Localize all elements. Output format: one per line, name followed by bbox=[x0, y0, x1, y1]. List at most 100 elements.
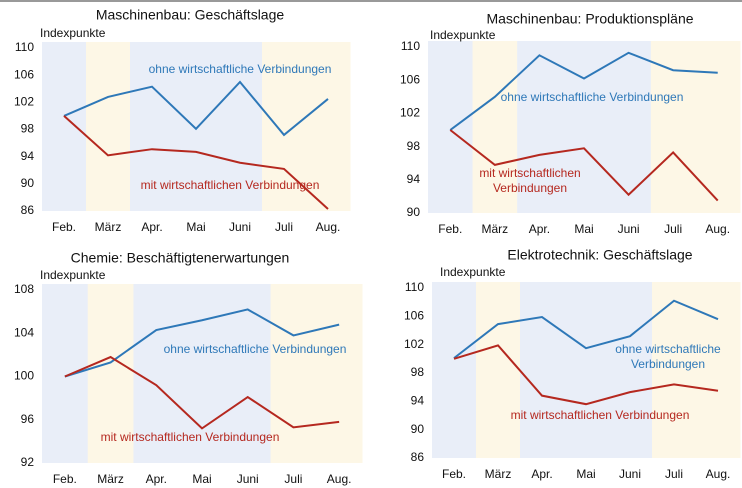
series-line bbox=[64, 355, 340, 430]
x-tick-label: März bbox=[485, 467, 512, 481]
period-band bbox=[695, 41, 741, 213]
y-axis-label: Indexpunkte bbox=[40, 26, 106, 40]
series-label: mit wirtschaftlichen Verbindungen bbox=[101, 430, 280, 444]
period-band bbox=[608, 282, 653, 458]
x-tick-label: Juli bbox=[664, 222, 682, 236]
period-band bbox=[130, 42, 175, 211]
y-tick-label: 104 bbox=[14, 325, 34, 339]
x-tick-label: Apr. bbox=[529, 222, 550, 236]
x-tick-label: März bbox=[482, 222, 509, 236]
period-band bbox=[87, 284, 134, 463]
series-line bbox=[64, 308, 340, 378]
period-band bbox=[561, 41, 607, 213]
series-line bbox=[63, 80, 329, 137]
x-tick-label: Juli bbox=[284, 472, 302, 486]
period-band bbox=[306, 42, 351, 211]
y-axis-label: Indexpunkte bbox=[430, 28, 496, 42]
series-label: mit wirtschaftlichen Verbindungen bbox=[141, 178, 320, 192]
period-band bbox=[520, 282, 565, 458]
x-tick-label: Aug. bbox=[316, 220, 341, 234]
y-tick-label: 98 bbox=[407, 139, 421, 153]
period-band bbox=[606, 41, 652, 213]
period-band bbox=[472, 41, 518, 213]
x-tick-label: Mai bbox=[186, 220, 205, 234]
x-tick-label: Feb. bbox=[53, 472, 77, 486]
series-label: ohne wirtschaftliche Verbindungen bbox=[164, 342, 347, 356]
x-tick-label: Juni bbox=[237, 472, 259, 486]
period-band bbox=[86, 42, 131, 211]
y-tick-label: 110 bbox=[15, 40, 34, 54]
x-tick-label: Feb. bbox=[442, 467, 466, 481]
series-line bbox=[449, 129, 719, 202]
x-tick-label: Juli bbox=[275, 220, 293, 234]
x-tick-label: Juni bbox=[618, 222, 640, 236]
y-axis-label: Indexpunkte bbox=[440, 265, 506, 279]
chart-title: Maschinenbau: Produktionspläne bbox=[486, 11, 693, 27]
x-tick-label: Mai bbox=[576, 467, 595, 481]
y-tick-label: 90 bbox=[411, 422, 425, 436]
x-tick-label: Juni bbox=[619, 467, 641, 481]
y-tick-label: 94 bbox=[21, 149, 35, 163]
x-tick-label: Mai bbox=[192, 472, 211, 486]
x-tick-label: März bbox=[97, 472, 124, 486]
y-tick-label: 102 bbox=[400, 106, 420, 120]
period-band bbox=[696, 282, 741, 458]
chart-title: Elektrotechnik: Geschäftslage bbox=[507, 247, 692, 263]
x-tick-label: Mai bbox=[574, 222, 593, 236]
y-tick-label: 106 bbox=[404, 309, 424, 323]
y-tick-label: 86 bbox=[411, 450, 425, 464]
x-tick-label: Juni bbox=[229, 220, 251, 234]
series-label: ohne wirtschaftliche Verbindungen bbox=[149, 62, 332, 76]
period-band bbox=[174, 42, 219, 211]
series-line bbox=[63, 115, 329, 210]
y-tick-label: 108 bbox=[14, 282, 34, 296]
y-tick-label: 110 bbox=[405, 280, 424, 294]
period-band bbox=[42, 42, 87, 211]
y-tick-label: 90 bbox=[21, 176, 35, 190]
period-band bbox=[42, 284, 89, 463]
y-tick-label: 106 bbox=[400, 72, 420, 86]
period-band bbox=[218, 42, 263, 211]
period-band bbox=[432, 282, 477, 458]
y-tick-label: 110 bbox=[401, 39, 420, 53]
series-label: ohne wirtschaftliche Verbindungen bbox=[615, 342, 721, 371]
y-tick-label: 106 bbox=[14, 67, 34, 81]
x-tick-label: Juli bbox=[665, 467, 683, 481]
series-label: ohne wirtschaftliche Verbindungen bbox=[501, 90, 684, 104]
series-line bbox=[453, 344, 719, 406]
x-tick-label: März bbox=[95, 220, 122, 234]
x-tick-label: Apr. bbox=[146, 472, 167, 486]
y-tick-label: 94 bbox=[407, 172, 421, 186]
y-tick-label: 90 bbox=[407, 205, 421, 219]
period-band bbox=[650, 41, 696, 213]
y-tick-label: 94 bbox=[411, 394, 425, 408]
y-tick-label: 98 bbox=[21, 122, 35, 136]
chart-title: Chemie: Beschäftigtenerwartungen bbox=[71, 250, 290, 266]
period-band bbox=[270, 284, 317, 463]
y-axis-label: Indexpunkte bbox=[40, 268, 106, 282]
y-tick-label: 86 bbox=[21, 203, 35, 217]
period-band bbox=[428, 41, 474, 213]
period-band bbox=[133, 284, 180, 463]
series-label: mit wirtschaftlichen Verbindungen bbox=[511, 408, 690, 422]
y-tick-label: 102 bbox=[404, 337, 424, 351]
y-tick-label: 98 bbox=[411, 365, 425, 379]
x-tick-label: Aug. bbox=[706, 467, 731, 481]
y-tick-label: 102 bbox=[14, 95, 34, 109]
series-line bbox=[453, 299, 719, 359]
period-band bbox=[564, 282, 609, 458]
period-band bbox=[316, 284, 363, 463]
x-tick-label: Feb. bbox=[52, 220, 76, 234]
y-tick-label: 92 bbox=[21, 455, 35, 469]
period-band bbox=[179, 284, 226, 463]
x-tick-label: Feb. bbox=[438, 222, 462, 236]
chart-title: Maschinenbau: Geschäftslage bbox=[96, 7, 285, 23]
y-tick-label: 100 bbox=[14, 369, 34, 383]
period-band bbox=[476, 282, 521, 458]
series-label: mit wirtschaftlichen Verbindungen bbox=[479, 166, 580, 195]
series-line bbox=[449, 51, 718, 131]
x-tick-label: Aug. bbox=[327, 472, 352, 486]
x-tick-label: Apr. bbox=[531, 467, 552, 481]
y-tick-label: 96 bbox=[21, 412, 35, 426]
